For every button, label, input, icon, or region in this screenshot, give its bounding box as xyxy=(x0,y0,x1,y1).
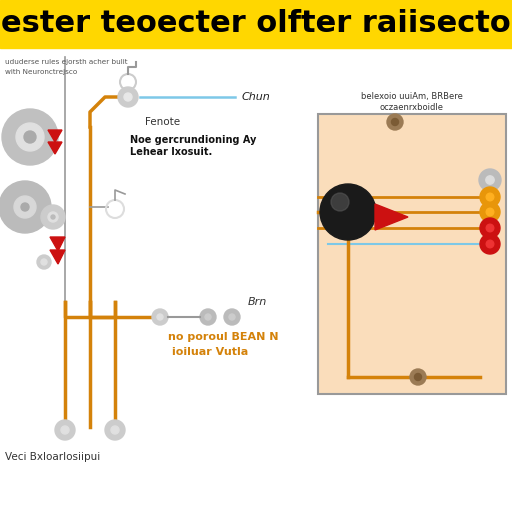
Text: Chun: Chun xyxy=(242,92,271,102)
Circle shape xyxy=(124,93,132,101)
Text: no poroul BEAN N: no poroul BEAN N xyxy=(168,332,279,342)
Circle shape xyxy=(48,212,58,222)
Circle shape xyxy=(486,224,494,232)
Circle shape xyxy=(51,215,55,219)
Circle shape xyxy=(486,208,494,216)
Circle shape xyxy=(24,131,36,143)
Circle shape xyxy=(61,426,69,434)
FancyBboxPatch shape xyxy=(318,114,506,394)
Circle shape xyxy=(480,234,500,254)
Circle shape xyxy=(0,181,51,233)
Circle shape xyxy=(229,314,235,320)
Circle shape xyxy=(157,314,163,320)
Text: with Neuronctrejsco: with Neuronctrejsco xyxy=(5,69,77,75)
Text: belexoio uuiAm, BRBere: belexoio uuiAm, BRBere xyxy=(361,93,463,101)
Circle shape xyxy=(486,176,494,184)
Circle shape xyxy=(480,187,500,207)
Text: Noe gercrundioning Ay: Noe gercrundioning Ay xyxy=(130,135,257,145)
Circle shape xyxy=(415,373,421,380)
Bar xyxy=(0,0,512,48)
Circle shape xyxy=(480,218,500,238)
Circle shape xyxy=(105,420,125,440)
Text: Veci Bxloarlosiipui: Veci Bxloarlosiipui xyxy=(5,452,100,462)
Circle shape xyxy=(392,118,398,125)
Circle shape xyxy=(480,202,500,222)
Circle shape xyxy=(2,109,58,165)
Circle shape xyxy=(41,259,47,265)
Circle shape xyxy=(37,255,51,269)
Circle shape xyxy=(55,420,75,440)
Text: Brn: Brn xyxy=(248,297,267,307)
Circle shape xyxy=(118,87,138,107)
Circle shape xyxy=(41,205,65,229)
Circle shape xyxy=(21,203,29,211)
Circle shape xyxy=(486,240,494,248)
Text: ududerse rules ejorsth acher bulit: ududerse rules ejorsth acher bulit xyxy=(5,59,127,65)
Circle shape xyxy=(224,309,240,325)
Text: Lehear lxosuit.: Lehear lxosuit. xyxy=(130,147,212,157)
Circle shape xyxy=(387,114,403,130)
Circle shape xyxy=(16,123,44,151)
Circle shape xyxy=(410,369,426,385)
Circle shape xyxy=(111,426,119,434)
Polygon shape xyxy=(50,237,65,251)
Circle shape xyxy=(205,314,211,320)
Circle shape xyxy=(486,193,494,201)
Circle shape xyxy=(479,169,501,191)
Text: ioiluar Vutla: ioiluar Vutla xyxy=(172,347,248,357)
Text: Fenote: Fenote xyxy=(145,117,180,127)
Polygon shape xyxy=(48,130,62,142)
Text: ester teoecter olfter raiisecto: ester teoecter olfter raiisecto xyxy=(1,10,511,38)
Polygon shape xyxy=(50,250,65,264)
Circle shape xyxy=(331,193,349,211)
Polygon shape xyxy=(375,204,408,230)
Circle shape xyxy=(14,196,36,218)
Circle shape xyxy=(200,309,216,325)
Circle shape xyxy=(320,184,376,240)
Text: oczaenrxboidle: oczaenrxboidle xyxy=(380,103,444,113)
Polygon shape xyxy=(48,142,62,154)
Circle shape xyxy=(152,309,168,325)
